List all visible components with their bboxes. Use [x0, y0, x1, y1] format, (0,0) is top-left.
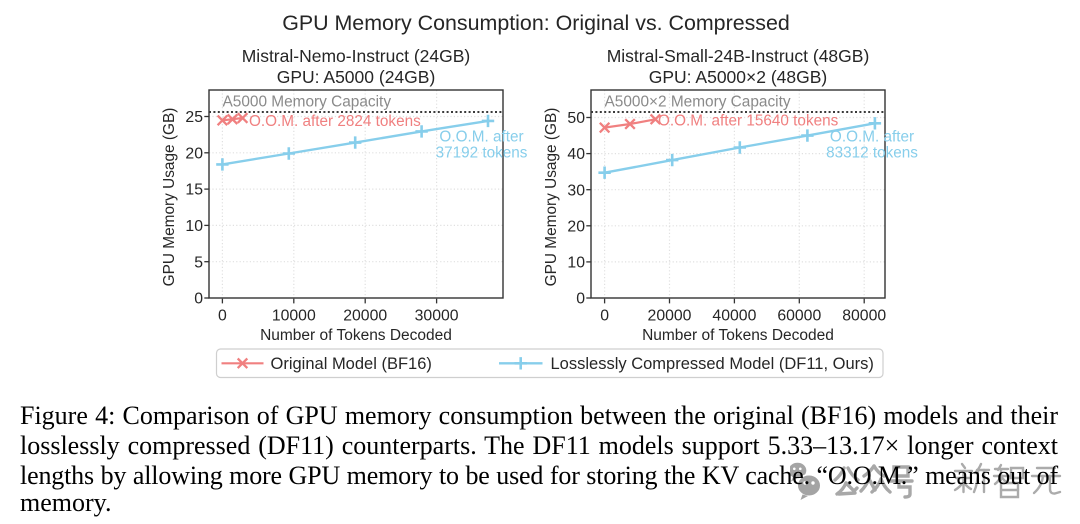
svg-text:Mistral-Small-24B-Instruct (48: Mistral-Small-24B-Instruct (48GB)	[607, 46, 870, 66]
svg-text:10000: 10000	[272, 308, 316, 325]
svg-text:O.O.M. after: O.O.M. after	[439, 129, 523, 146]
svg-text:80000: 80000	[842, 308, 886, 325]
svg-text:50: 50	[567, 110, 585, 127]
svg-text:40: 40	[567, 146, 585, 163]
svg-text:Original Model (BF16): Original Model (BF16)	[271, 355, 432, 373]
svg-text:15: 15	[185, 182, 203, 199]
svg-text:20: 20	[185, 145, 203, 162]
svg-text:GPU: A5000 (24GB): GPU: A5000 (24GB)	[277, 67, 436, 87]
svg-text:30000: 30000	[415, 308, 459, 325]
svg-text:20000: 20000	[343, 308, 387, 325]
svg-text:GPU Memory Consumption: Origin: GPU Memory Consumption: Original vs. Com…	[282, 11, 790, 35]
svg-text:5: 5	[194, 254, 203, 271]
svg-text:GPU: A5000×2 (48GB): GPU: A5000×2 (48GB)	[649, 67, 828, 87]
svg-text:GPU Memory Usage (GB): GPU Memory Usage (GB)	[161, 108, 178, 287]
svg-text:Losslessly Compressed Model (D: Losslessly Compressed Model (DF11, Ours)	[551, 355, 874, 373]
svg-text:GPU Memory Usage (GB): GPU Memory Usage (GB)	[543, 108, 560, 287]
svg-text:0: 0	[600, 308, 609, 325]
svg-text:37192 tokens: 37192 tokens	[436, 145, 528, 162]
svg-text:O.O.M. after: O.O.M. after	[830, 129, 914, 146]
svg-text:20: 20	[567, 218, 585, 235]
svg-text:83312 tokens: 83312 tokens	[826, 145, 918, 162]
svg-text:0: 0	[576, 291, 585, 308]
svg-text:0: 0	[194, 291, 203, 308]
svg-text:A5000 Memory Capacity: A5000 Memory Capacity	[223, 94, 392, 111]
svg-text:30: 30	[567, 182, 585, 199]
svg-text:Mistral-Nemo-Instruct (24GB): Mistral-Nemo-Instruct (24GB)	[242, 46, 471, 66]
svg-text:40000: 40000	[712, 308, 756, 325]
svg-text:A5000×2 Memory Capacity: A5000×2 Memory Capacity	[605, 94, 791, 111]
svg-text:20000: 20000	[648, 308, 692, 325]
svg-text:10: 10	[185, 218, 203, 235]
svg-text:Number of Tokens Decoded: Number of Tokens Decoded	[642, 327, 834, 344]
svg-text:O.O.M. after 2824 tokens: O.O.M. after 2824 tokens	[249, 113, 421, 130]
svg-text:O.O.M. after 15640 tokens: O.O.M. after 15640 tokens	[658, 113, 839, 130]
svg-text:25: 25	[185, 109, 203, 126]
svg-text:Number of Tokens Decoded: Number of Tokens Decoded	[260, 327, 452, 344]
svg-text:0: 0	[218, 308, 227, 325]
svg-text:10: 10	[567, 255, 585, 272]
svg-text:60000: 60000	[777, 308, 821, 325]
